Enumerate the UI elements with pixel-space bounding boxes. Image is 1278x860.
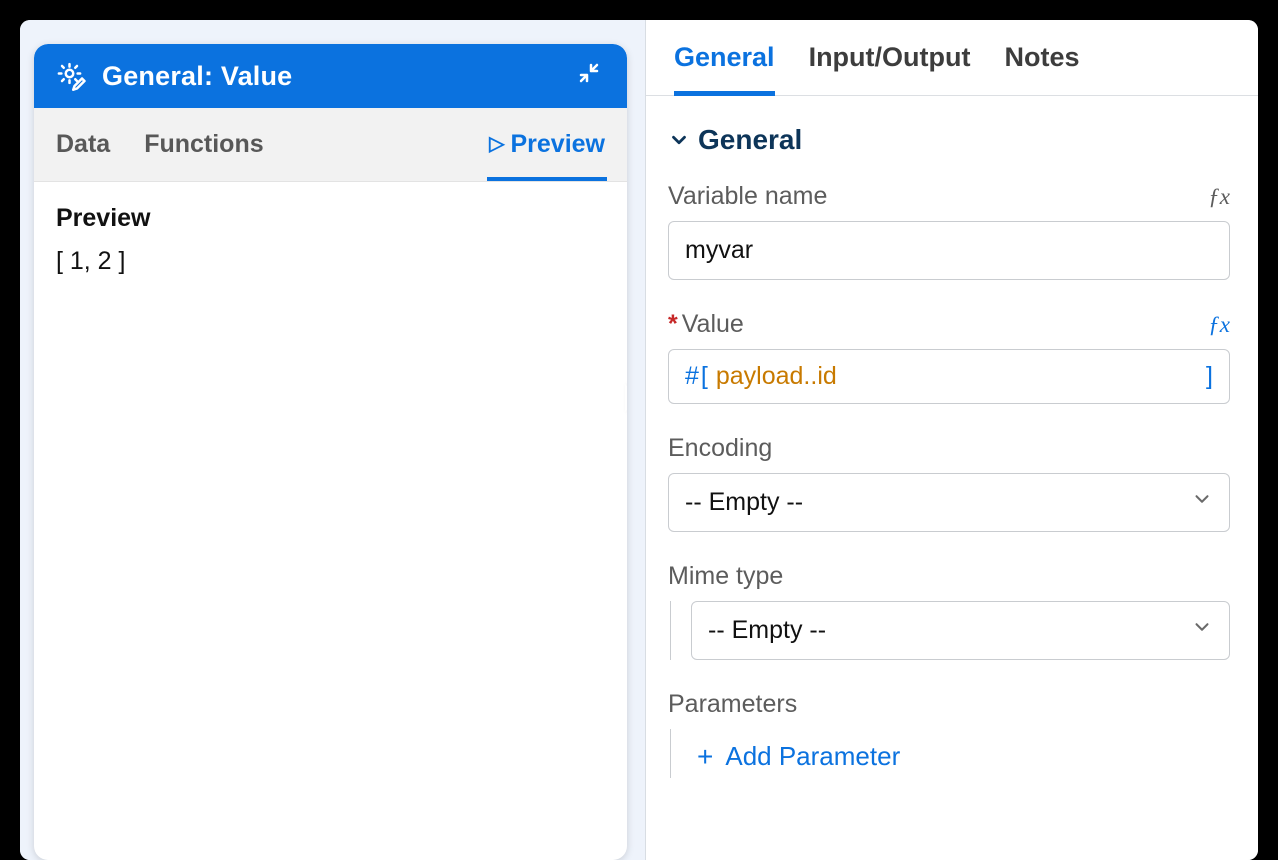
add-parameter-button[interactable]: + Add Parameter xyxy=(691,729,1230,778)
card-title: General: Value xyxy=(102,61,559,92)
app-frame: General: Value Data Functions ▷ Preview xyxy=(20,20,1258,860)
expr-body: payload..id xyxy=(716,362,837,391)
right-panel: General Input/Output Notes General Varia… xyxy=(645,20,1258,860)
preview-card: General: Value Data Functions ▷ Preview xyxy=(34,44,627,860)
variable-name-input[interactable] xyxy=(668,221,1230,280)
config-edit-icon xyxy=(56,60,88,92)
encoding-label: Encoding xyxy=(668,434,772,463)
left-panel: General: Value Data Functions ▷ Preview xyxy=(20,20,645,860)
field-label-row: Parameters xyxy=(668,690,1230,719)
variable-name-label: Variable name xyxy=(668,182,827,211)
expr-open-bracket: [ xyxy=(701,362,708,391)
plus-icon: + xyxy=(697,743,713,771)
add-parameter-label: Add Parameter xyxy=(725,741,900,772)
encoding-selected: -- Empty -- xyxy=(685,488,803,517)
rtab-notes[interactable]: Notes xyxy=(1005,20,1080,95)
parameters-indent: + Add Parameter xyxy=(670,729,1230,778)
expr-hash: # xyxy=(685,362,699,391)
rtab-general[interactable]: General xyxy=(674,20,775,95)
chevron-down-icon xyxy=(1191,616,1213,645)
card-body: Preview [ 1, 2 ] xyxy=(34,182,627,860)
field-variable-name: Variable name ƒx xyxy=(668,182,1230,280)
required-asterisk: * xyxy=(668,310,678,338)
preview-heading: Preview xyxy=(56,204,605,233)
section-header-general[interactable]: General xyxy=(668,124,1230,156)
field-encoding: Encoding -- Empty -- xyxy=(668,434,1230,532)
rtab-general-label: General xyxy=(674,42,775,73)
rtab-input-output[interactable]: Input/Output xyxy=(809,20,971,95)
tab-preview-label: Preview xyxy=(510,130,605,159)
tab-functions-label: Functions xyxy=(144,130,263,159)
rtab-io-label: Input/Output xyxy=(809,42,971,73)
fx-toggle-variable-name[interactable]: ƒx xyxy=(1208,184,1230,210)
card-tabs: Data Functions ▷ Preview xyxy=(34,108,627,182)
tab-preview[interactable]: ▷ Preview xyxy=(489,108,605,181)
collapse-icon[interactable] xyxy=(573,61,605,91)
card-header: General: Value xyxy=(34,44,627,108)
expr-close-bracket: ] xyxy=(1206,362,1213,391)
fx-toggle-value[interactable]: ƒx xyxy=(1208,312,1230,338)
tab-data[interactable]: Data xyxy=(56,108,110,181)
parameters-label: Parameters xyxy=(668,690,797,719)
field-label-row: *Value ƒx xyxy=(668,310,1230,339)
value-label: Value xyxy=(682,310,744,338)
field-mime-type: Mime type -- Empty -- xyxy=(668,562,1230,660)
mime-type-label: Mime type xyxy=(668,562,783,591)
field-label-row: Variable name ƒx xyxy=(668,182,1230,211)
mime-type-selected: -- Empty -- xyxy=(708,616,826,645)
section-title: General xyxy=(698,124,802,156)
mime-type-select[interactable]: -- Empty -- xyxy=(691,601,1230,660)
connector-arrow-icon xyxy=(625,384,627,412)
mime-type-indent: -- Empty -- xyxy=(670,601,1230,660)
tab-functions[interactable]: Functions xyxy=(144,108,263,181)
value-expression-input[interactable]: #[ payload..id ] xyxy=(668,349,1230,404)
form-area: General Variable name ƒx *Value ƒx xyxy=(646,96,1258,788)
preview-value: [ 1, 2 ] xyxy=(56,247,605,276)
rtab-notes-label: Notes xyxy=(1005,42,1080,73)
right-tabs: General Input/Output Notes xyxy=(646,20,1258,96)
field-label-row: Mime type xyxy=(668,562,1230,591)
play-icon: ▷ xyxy=(489,131,504,156)
tab-data-label: Data xyxy=(56,130,110,159)
field-parameters: Parameters + Add Parameter xyxy=(668,690,1230,778)
chevron-down-icon xyxy=(668,129,690,151)
encoding-select[interactable]: -- Empty -- xyxy=(668,473,1230,532)
field-label-row: Encoding xyxy=(668,434,1230,463)
chevron-down-icon xyxy=(1191,488,1213,517)
value-label-wrap: *Value xyxy=(668,310,744,339)
field-value: *Value ƒx #[ payload..id ] xyxy=(668,310,1230,404)
